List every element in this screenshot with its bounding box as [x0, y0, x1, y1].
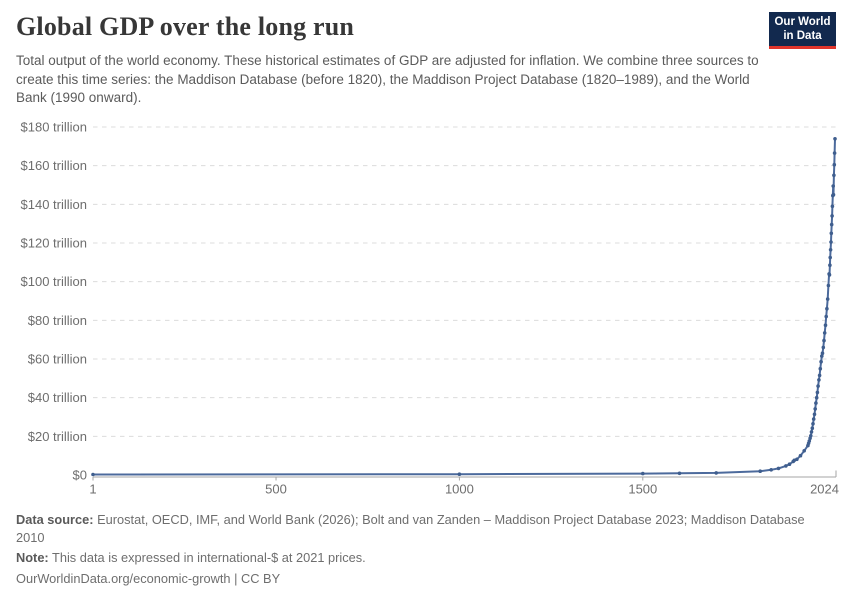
data-point[interactable] [831, 184, 835, 188]
data-point[interactable] [827, 273, 832, 277]
data-point[interactable] [814, 401, 818, 405]
data-point[interactable] [813, 407, 817, 411]
note-label: Note: [16, 550, 49, 565]
y-tick-label: $0 [73, 468, 87, 483]
data-point[interactable] [814, 395, 819, 400]
data-point[interactable] [758, 469, 762, 474]
y-tick-label: $40 trillion [28, 390, 87, 405]
data-point[interactable] [810, 426, 815, 431]
chart-footer: Data source: Eurostat, OECD, IMF, and Wo… [16, 511, 811, 587]
data-point[interactable] [830, 214, 834, 218]
data-point[interactable] [817, 378, 821, 382]
data-point[interactable] [784, 464, 788, 468]
x-tick-label: 500 [265, 482, 287, 497]
data-point[interactable] [826, 283, 831, 288]
data-point[interactable] [787, 462, 792, 467]
data-point[interactable] [829, 240, 833, 244]
gdp-line-chart[interactable]: $0 $20 trillion $40 trillion $60 trillion $8… [0, 116, 850, 502]
y-tick-label: $140 trillion [21, 197, 88, 212]
y-tick-label: $80 trillion [28, 313, 87, 328]
y-tick-label: $60 trillion [28, 352, 87, 367]
data-point[interactable] [830, 204, 835, 209]
owid-logo-line1: Our World [774, 16, 831, 28]
data-point[interactable] [815, 390, 820, 395]
data-point[interactable] [828, 248, 833, 252]
chart-subtitle: Total output of the world economy. These… [16, 53, 759, 105]
data-point[interactable] [641, 471, 645, 476]
data-point[interactable] [809, 430, 814, 434]
x-tick-label: 1000 [445, 482, 474, 497]
data-point[interactable] [809, 434, 813, 438]
page-title: Global GDP over the long run [16, 12, 355, 41]
data-point[interactable] [832, 162, 837, 167]
chart-area: $0 $20 trillion $40 trillion $60 trillion $8… [0, 116, 850, 502]
data-point[interactable] [811, 422, 815, 426]
note-line: Note: This data is expressed in internat… [16, 549, 811, 567]
owid-logo[interactable]: Our World in Data [769, 12, 836, 49]
data-point[interactable] [824, 314, 828, 319]
gdp-series-line [92, 137, 836, 476]
data-point[interactable] [802, 449, 806, 453]
data-point[interactable] [812, 412, 817, 417]
data-point[interactable] [825, 297, 830, 301]
data-point[interactable] [829, 222, 834, 227]
x-tick-label: 1 [89, 482, 96, 497]
data-point[interactable] [817, 373, 822, 378]
data-point[interactable] [828, 255, 832, 260]
data-point[interactable] [776, 466, 781, 471]
data-source-line: Data source: Eurostat, OECD, IMF, and Wo… [16, 511, 811, 546]
y-tick-label: $120 trillion [21, 236, 88, 251]
data-point[interactable] [825, 306, 829, 311]
data-point[interactable] [833, 137, 837, 141]
data-point[interactable] [832, 151, 837, 155]
data-point[interactable] [820, 351, 825, 355]
data-point[interactable] [795, 457, 799, 462]
y-tick-label: $100 trillion [21, 274, 88, 289]
data-point[interactable] [714, 471, 718, 475]
data-point[interactable] [816, 384, 820, 388]
data-point[interactable] [807, 439, 812, 443]
y-tick-label: $160 trillion [21, 158, 88, 173]
note-text: This data is expressed in international-… [48, 550, 366, 565]
data-point[interactable] [831, 192, 836, 197]
data-point[interactable] [811, 417, 816, 421]
owid-logo-line2: in Data [783, 29, 822, 42]
x-tick-label: 2024 [810, 482, 839, 497]
x-tick-label: 1500 [628, 482, 657, 497]
data-point[interactable] [818, 366, 823, 371]
y-tick-label: $180 trillion [21, 120, 88, 135]
data-point[interactable] [819, 359, 823, 364]
data-point[interactable] [828, 263, 832, 267]
data-point[interactable] [829, 231, 834, 236]
data-point[interactable] [677, 471, 682, 476]
data-point[interactable] [769, 468, 773, 472]
y-tick-label: $20 trillion [28, 429, 87, 444]
data-point[interactable] [821, 345, 826, 350]
data-point[interactable] [457, 472, 462, 477]
canonical-link: OurWorldinData.org/economic-growth | CC … [16, 570, 281, 586]
data-source-text: Eurostat, OECD, IMF, and World Bank (202… [16, 512, 805, 545]
data-point[interactable] [832, 173, 836, 178]
data-source-label: Data source: [16, 512, 94, 527]
data-point[interactable] [823, 323, 828, 327]
data-point[interactable] [91, 472, 95, 477]
data-point[interactable] [822, 331, 827, 335]
data-point[interactable] [798, 453, 803, 458]
data-point[interactable] [822, 338, 826, 343]
data-point[interactable] [820, 354, 824, 358]
